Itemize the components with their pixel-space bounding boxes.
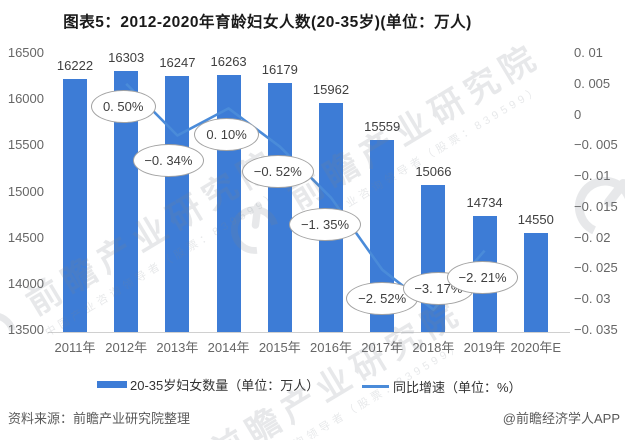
- bar: [216, 74, 241, 332]
- x-tick-label: 2011年: [54, 340, 96, 355]
- x-tick-label: 2017年: [361, 340, 404, 355]
- credit-note: @前瞻经济学人APP: [502, 411, 620, 426]
- left-axis-tick: 15000: [7, 183, 44, 199]
- x-axis-line: [48, 332, 570, 333]
- bar-value-label: 16263: [210, 53, 247, 69]
- growth-rate-label: −0. 52%: [242, 155, 314, 189]
- chart-title: 图表5：2012-2020年育龄妇女人数(20-35岁)(单位：万人): [63, 14, 472, 31]
- bar: [165, 76, 190, 332]
- bar-series-swatch: [97, 381, 127, 388]
- right-axis-tick: −0. 025: [574, 260, 618, 276]
- right-axis-tick: −0. 02: [574, 229, 611, 245]
- bar: [421, 185, 446, 332]
- x-tick-label: 2020年E: [510, 340, 562, 355]
- x-tick-label: 2019年: [463, 340, 506, 355]
- bar-value-label: 16179: [261, 61, 298, 77]
- growth-rate-label: 0. 50%: [90, 90, 156, 124]
- right-axis-tick: −0. 01: [574, 168, 611, 184]
- left-axis-tick: 14000: [7, 275, 44, 291]
- right-axis-tick: 0: [574, 106, 582, 122]
- data-source-note: 资料来源：前瞻产业研究院整理: [8, 411, 191, 426]
- bar-series-label: 20-35岁妇女数量（单位：万人）: [130, 378, 320, 393]
- right-axis-tick: −0. 035: [574, 322, 618, 337]
- bar-value-label: 15962: [312, 81, 350, 97]
- legend-item-line: 同比增速（单位：%）: [362, 377, 522, 396]
- bar-value-label: 16303: [108, 50, 145, 66]
- bar-value-label: 14734: [466, 195, 503, 211]
- x-tick-label: 2012年: [105, 340, 148, 355]
- x-tick-label: 2015年: [258, 340, 301, 355]
- line-series-label: 同比增速（单位：%）: [393, 380, 522, 395]
- growth-rate-label: −2. 21%: [446, 261, 519, 295]
- right-axis-tick: −0. 015: [574, 198, 618, 214]
- bar-value-label: 16247: [159, 55, 196, 71]
- left-axis-tick: 16500: [7, 45, 44, 60]
- left-axis-tick: 16000: [7, 91, 44, 107]
- x-tick-label: 2014年: [207, 340, 250, 355]
- growth-rate-label: 0. 10%: [194, 117, 260, 151]
- x-tick-label: 2016年: [310, 340, 352, 355]
- right-axis-tick: 0. 01: [574, 45, 603, 60]
- left-axis-tick: 13500: [7, 322, 44, 337]
- right-axis-tick: −0. 005: [574, 137, 618, 153]
- legend-item-bar: 20-35岁妇女数量（单位：万人）: [97, 375, 319, 394]
- bar: [267, 82, 292, 332]
- line-series-swatch: [362, 385, 389, 388]
- x-tick-label: 2013年: [156, 340, 199, 355]
- bar: [63, 78, 87, 332]
- right-axis-tick: 0. 005: [574, 75, 611, 91]
- left-axis-tick: 14500: [7, 229, 44, 245]
- growth-rate-label: −0. 34%: [132, 143, 205, 177]
- bar-value-label: 15559: [364, 118, 401, 134]
- x-tick-label: 2018年: [412, 340, 455, 355]
- growth-rate-label: −1. 35%: [289, 208, 361, 242]
- bar-value-label: 15066: [415, 164, 452, 180]
- bar-value-label: 16222: [56, 57, 94, 73]
- left-axis-tick: 15500: [7, 137, 44, 153]
- right-axis-tick: −0. 03: [574, 291, 611, 307]
- bar-value-label: 14550: [517, 212, 554, 228]
- bar: [523, 233, 548, 332]
